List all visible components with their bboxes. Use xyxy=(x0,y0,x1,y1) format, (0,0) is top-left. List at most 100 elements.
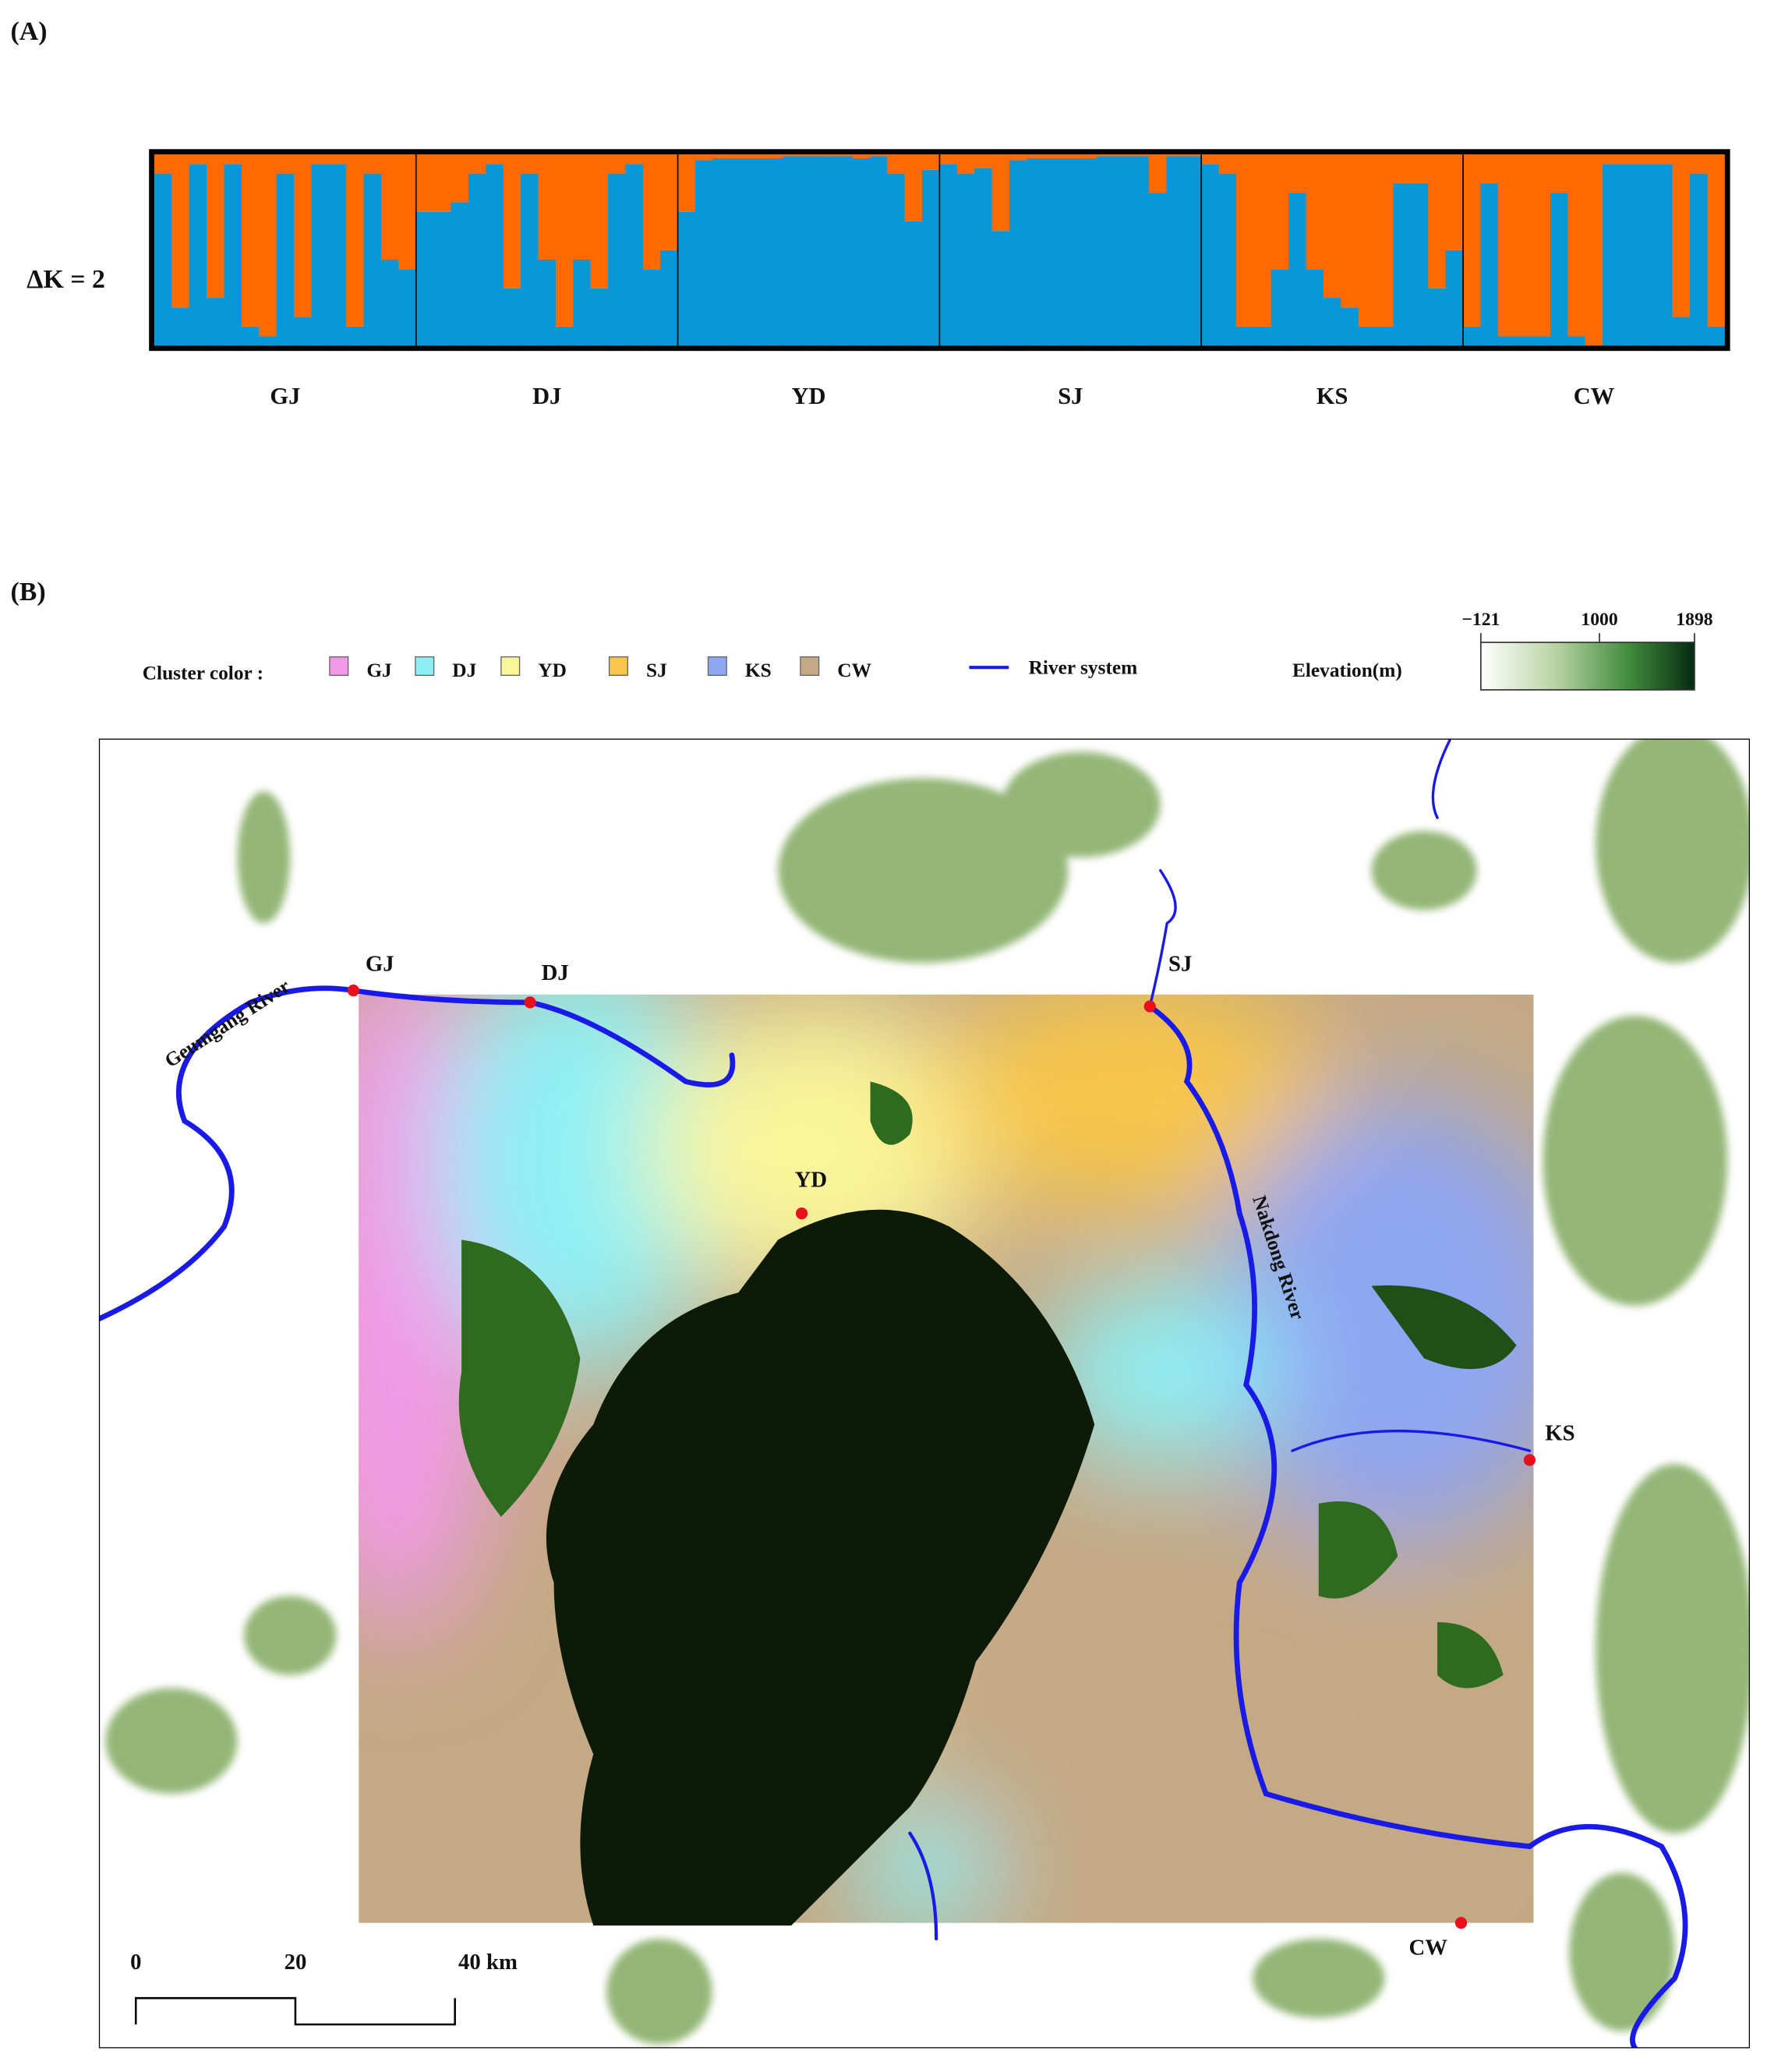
bar-segment xyxy=(1637,164,1656,346)
bar-segment xyxy=(1253,154,1272,327)
bar-segment xyxy=(1166,154,1185,157)
bar-segment xyxy=(1358,326,1376,346)
group-label: CW xyxy=(1574,383,1614,409)
legend-swatch xyxy=(415,656,435,677)
bar-segment xyxy=(747,157,766,346)
bar-segment xyxy=(1062,157,1080,346)
bar-segment xyxy=(538,154,557,260)
scale-label: 40 km xyxy=(458,1950,518,1975)
bar-segment xyxy=(1131,154,1150,157)
bar-segment xyxy=(1585,154,1603,346)
bar-segment xyxy=(555,154,574,327)
site-point xyxy=(347,985,360,997)
bar-segment xyxy=(1166,156,1185,346)
inner-relief xyxy=(458,1081,1517,1926)
bar-segment xyxy=(521,154,539,174)
bar-segment xyxy=(207,154,225,299)
cluster-area xyxy=(1213,1094,1534,1543)
bar-segment xyxy=(486,154,504,164)
bar-segment xyxy=(782,154,800,157)
bar-segment xyxy=(573,154,592,260)
elevation-colorbar xyxy=(1480,642,1695,691)
bar-segment xyxy=(1463,326,1482,346)
bar-segment xyxy=(171,154,190,308)
bar-segment xyxy=(1532,336,1551,346)
bar-segment xyxy=(451,202,469,346)
colorbar-tick-label: 1898 xyxy=(1676,610,1713,630)
site-label: GJ xyxy=(366,951,394,976)
bar-segment xyxy=(1079,157,1097,346)
site-label: CW xyxy=(1408,1935,1447,1960)
bar-segment xyxy=(311,164,330,346)
bar-segment xyxy=(363,173,382,346)
bar-segment xyxy=(765,154,783,158)
bar-segment xyxy=(380,259,400,346)
bar-segment xyxy=(1393,154,1412,183)
bar-segment xyxy=(503,154,521,288)
bar-segment xyxy=(433,211,452,346)
bar-segment xyxy=(294,316,313,346)
bar-segment xyxy=(869,156,888,346)
cluster-surface xyxy=(359,994,1534,1923)
bar-segment xyxy=(590,154,609,288)
bar-segment xyxy=(259,154,277,337)
site-point xyxy=(1143,1000,1156,1013)
bar-segment xyxy=(154,154,173,174)
bar-segment xyxy=(241,326,260,346)
bar-segment xyxy=(1027,157,1045,346)
bar-segment xyxy=(1497,154,1516,337)
cluster-area xyxy=(896,1503,1477,1923)
bar-segment xyxy=(956,154,975,174)
bar-segment xyxy=(1131,156,1150,346)
site-point xyxy=(1523,1454,1536,1466)
legend-label: SJ xyxy=(646,659,667,681)
bar-segment xyxy=(608,173,627,346)
bar-segment xyxy=(782,156,800,346)
bar-segment xyxy=(276,173,295,346)
bar-segment xyxy=(259,336,277,346)
bar-segment xyxy=(346,154,365,327)
site-label: SJ xyxy=(1168,951,1192,976)
bar-segment xyxy=(887,173,906,346)
bar-segment xyxy=(712,157,731,346)
legend-label: YD xyxy=(538,659,567,681)
bar-segment xyxy=(1009,160,1028,346)
bar-segment xyxy=(1637,154,1656,164)
legend-swatch xyxy=(500,656,521,677)
bar-segment xyxy=(1149,154,1168,193)
site-label: DJ xyxy=(542,960,569,985)
bar-segment xyxy=(625,164,644,346)
site-label: KS xyxy=(1545,1421,1574,1446)
elevation-title: Elevation(m) xyxy=(1292,659,1402,681)
bar-segment xyxy=(991,231,1010,346)
bar-segment xyxy=(800,156,818,346)
site-point xyxy=(795,1207,808,1220)
bar-segment xyxy=(852,157,871,346)
group-label: DJ xyxy=(532,383,561,409)
bar-segment xyxy=(398,154,417,270)
bar-segment xyxy=(1306,269,1324,346)
bar-segment xyxy=(207,298,225,346)
legend-title: Cluster color : xyxy=(143,662,263,684)
bar-segment xyxy=(1009,154,1028,161)
bar-segment xyxy=(1655,164,1673,346)
bar-segment xyxy=(800,154,818,157)
bar-segment xyxy=(939,164,958,346)
bar-segment xyxy=(1062,154,1080,158)
bar-segment xyxy=(555,326,574,346)
group-label: KS xyxy=(1316,383,1348,409)
bar-segment xyxy=(241,154,260,327)
bar-segment xyxy=(1096,156,1115,346)
site-label: YD xyxy=(795,1168,828,1193)
bar-segment xyxy=(1253,326,1272,346)
outer-relief xyxy=(105,738,1751,2045)
bar-segment xyxy=(451,154,469,203)
bar-segment xyxy=(869,154,888,157)
bar-segment xyxy=(538,259,557,346)
bar-segment xyxy=(1201,164,1220,346)
bar-segment xyxy=(363,154,382,174)
bar-segment xyxy=(590,288,609,346)
bar-segment xyxy=(1515,154,1534,337)
panel-label: (A) xyxy=(11,17,48,46)
